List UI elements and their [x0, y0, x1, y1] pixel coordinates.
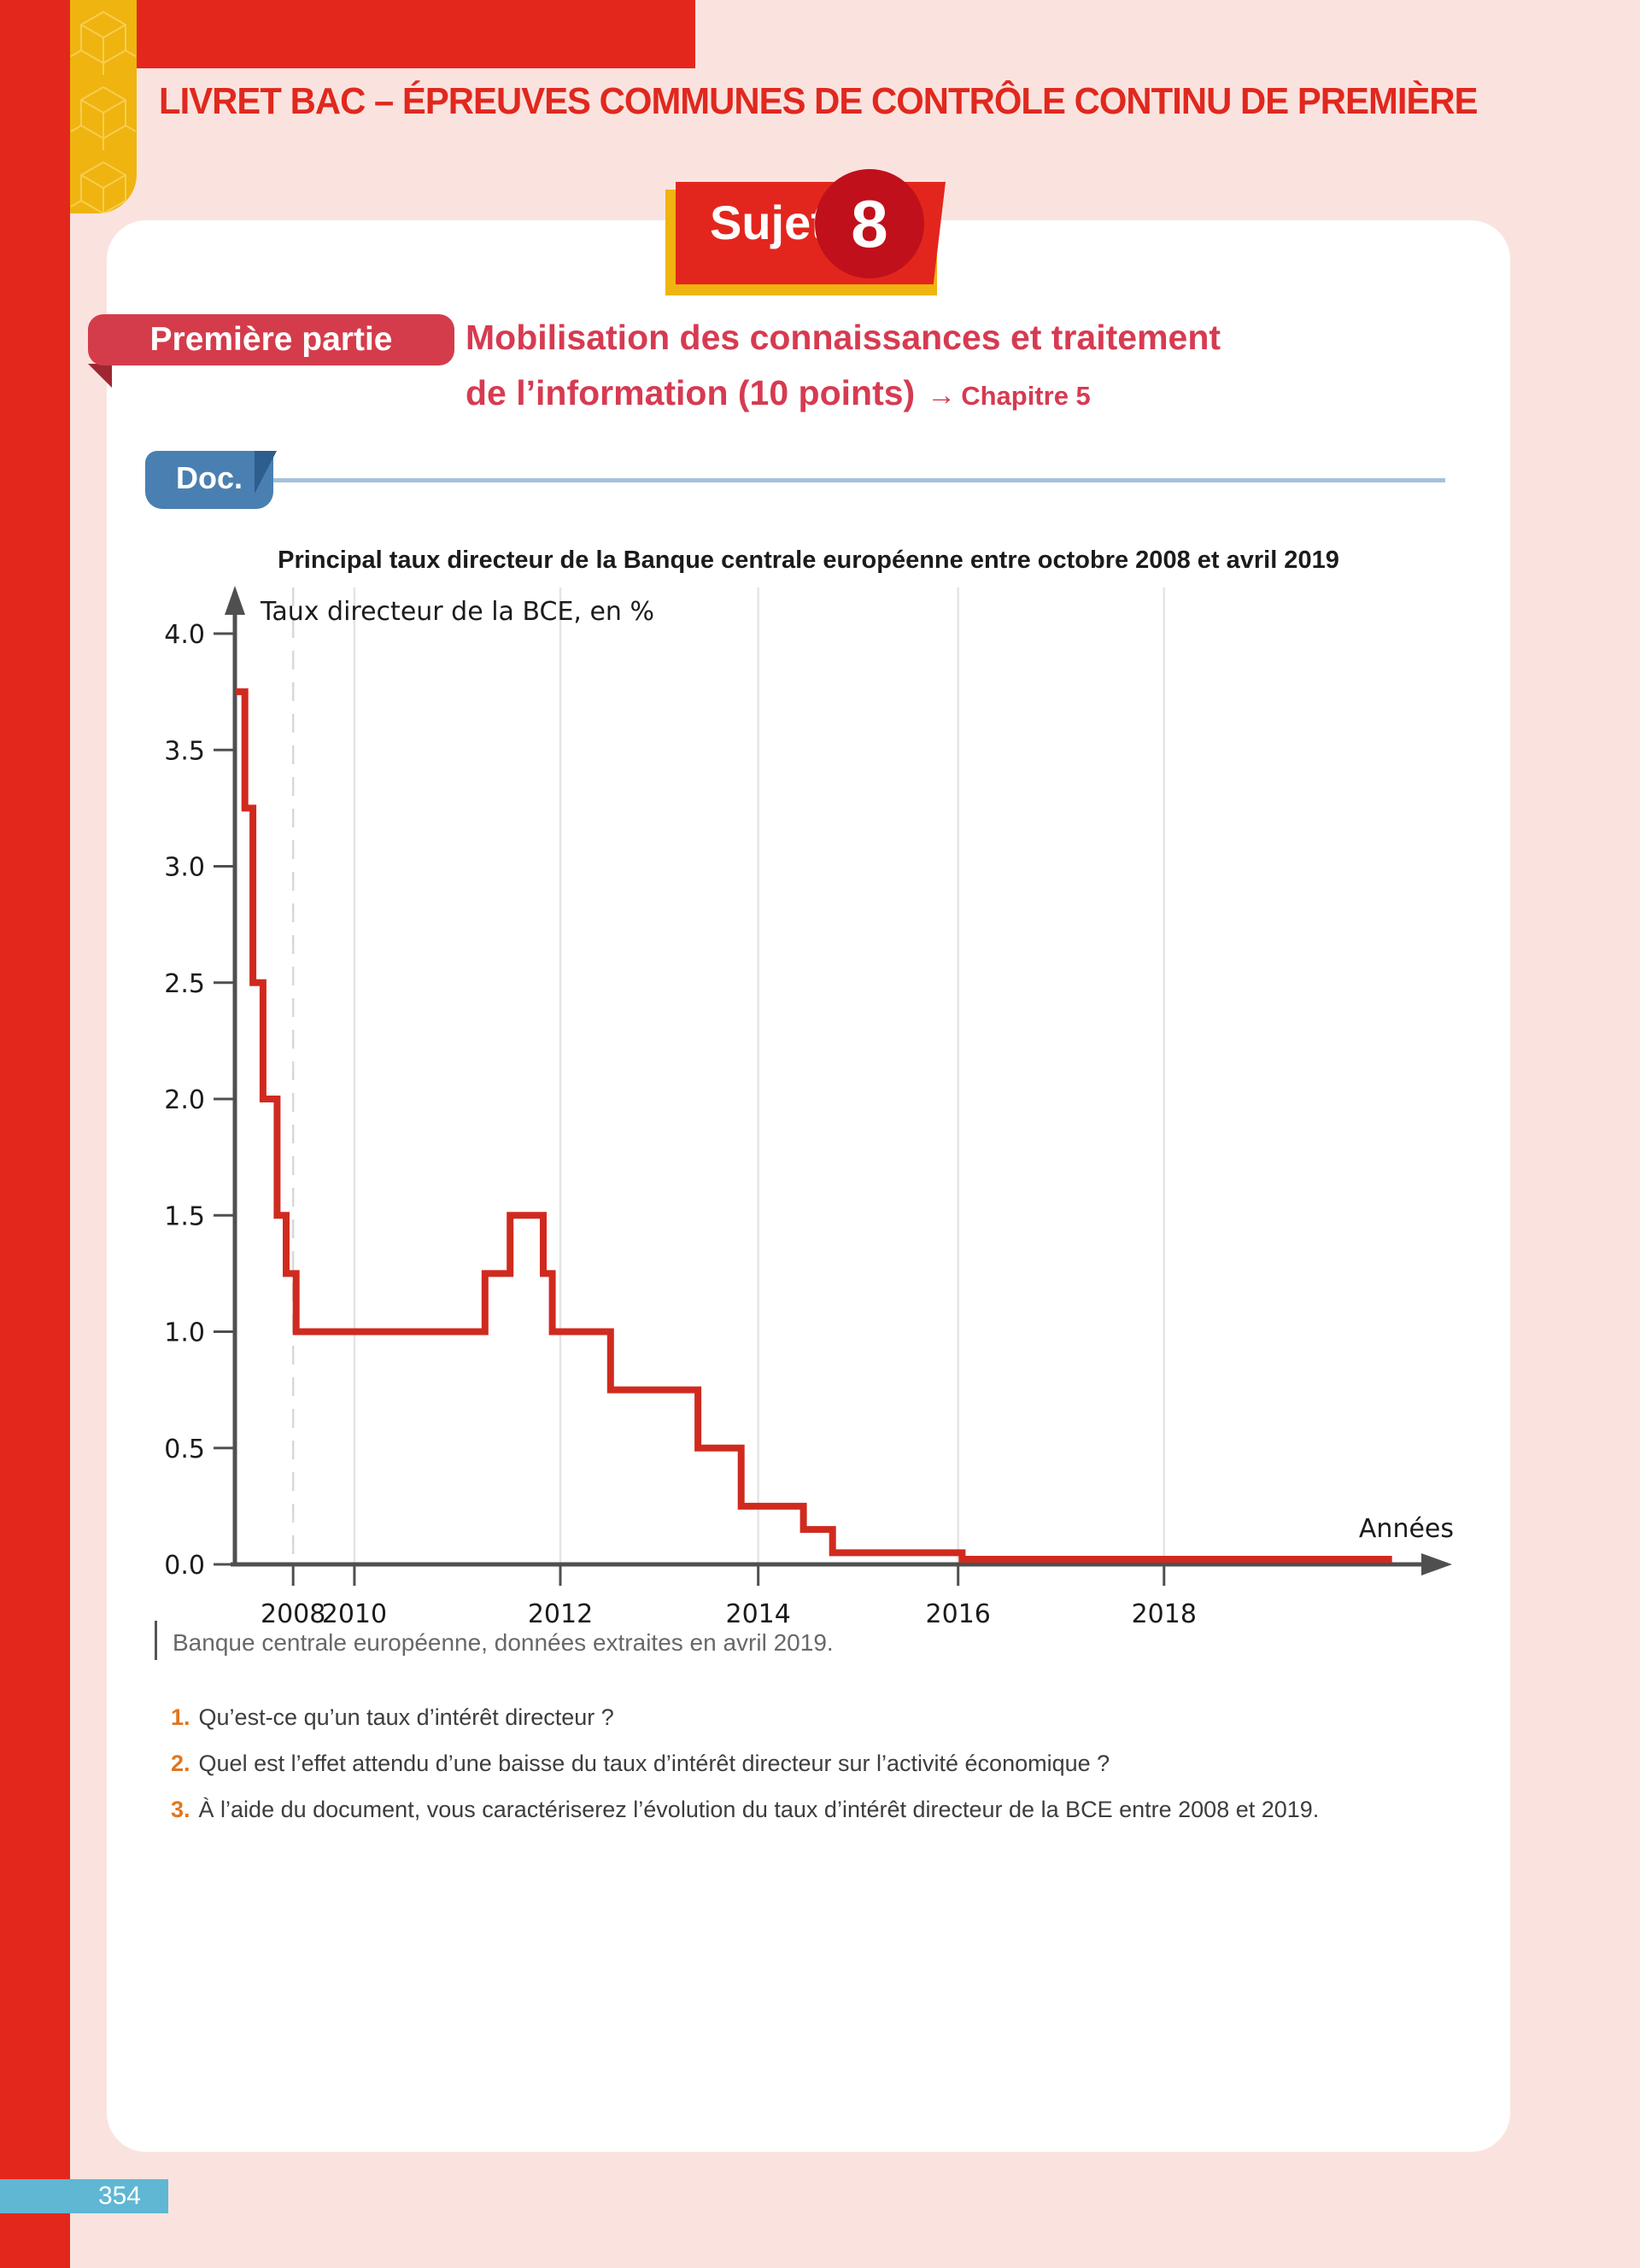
- x-tick-label-2016: 2016: [926, 1599, 991, 1629]
- page-number-band: 354: [0, 2179, 168, 2213]
- subject-number-circle: 8: [815, 169, 924, 278]
- question-3: 3. À l’aide du document, vous caractérise…: [171, 1793, 1478, 1826]
- y-tick-label-0.5: 0.5: [164, 1435, 205, 1464]
- y-tick-label-1.5: 1.5: [164, 1201, 205, 1231]
- page-header-title: LIVRET BAC – ÉPREUVES COMMUNES DE CONTRÔ…: [159, 80, 1479, 122]
- top-red-strip: [137, 0, 695, 68]
- yellow-hex-decoration: [70, 0, 137, 213]
- x-tick-label-2018: 2018: [1132, 1599, 1197, 1629]
- chapter-arrow-icon: →: [927, 379, 957, 412]
- question-1: 1. Qu’est-ce qu’un taux d’intérêt directe…: [171, 1701, 1478, 1733]
- x-axis-caption: Années: [1359, 1514, 1454, 1544]
- y-tick-label-0.0: 0.0: [164, 1551, 205, 1581]
- y-tick-label-3.5: 3.5: [164, 736, 205, 766]
- question-list: 1. Qu’est-ce qu’un taux d’intérêt directe…: [171, 1701, 1478, 1839]
- content-card: [107, 220, 1510, 2152]
- source-text: Banque centrale européenne, données extr…: [173, 1629, 834, 1656]
- question-1-number: 1.: [171, 1704, 190, 1730]
- question-3-text: À l’aide du document, vous caractérisere…: [198, 1797, 1320, 1822]
- x-tick-label-2012: 2012: [528, 1599, 593, 1629]
- y-tick-label-1.0: 1.0: [164, 1318, 205, 1348]
- subject-badge-label: Sujet: [710, 196, 827, 249]
- doc-tab: Doc.: [145, 451, 273, 509]
- question-3-number: 3.: [171, 1797, 190, 1822]
- part-banner: Première partie: [88, 314, 454, 365]
- part-title-line1: Mobilisation des connaissances et traite…: [466, 318, 1221, 357]
- x-axis-arrow-icon: [1421, 1553, 1452, 1575]
- hex-pattern-graphic: [70, 0, 137, 213]
- chart-title: Principal taux directeur de la Banque ce…: [278, 547, 1339, 574]
- y-axis-caption: Taux directeur de la BCE, en %: [260, 597, 654, 627]
- question-2-text: Quel est l’effet attendu d’une baisse du…: [198, 1751, 1110, 1776]
- y-tick-label-2.0: 2.0: [164, 1085, 205, 1115]
- subject-number: 8: [851, 185, 888, 261]
- y-tick-label-4.0: 4.0: [164, 620, 205, 650]
- part-banner-label: Première partie: [149, 321, 393, 358]
- page-number: 354: [97, 2182, 141, 2210]
- part-title-line2-text: de l’information (10 points): [466, 373, 916, 412]
- x-tick-label-2014: 2014: [725, 1599, 790, 1629]
- y-axis-arrow-icon: [225, 586, 245, 615]
- question-1-text: Qu’est-ce qu’un taux d’intérêt directeur…: [198, 1704, 614, 1730]
- left-red-sidebar: [0, 0, 70, 2268]
- doc-tab-label: Doc.: [175, 460, 243, 495]
- x-tick-label-2008: 2008: [261, 1599, 325, 1629]
- chapter-reference: Chapitre 5: [961, 381, 1091, 411]
- doc-rule-line: [273, 478, 1445, 482]
- x-tick-label-2010: 2010: [322, 1599, 387, 1629]
- source-vertical-bar: [155, 1621, 157, 1660]
- y-tick-label-2.5: 2.5: [164, 969, 205, 999]
- y-tick-label-3.0: 3.0: [164, 853, 205, 883]
- part-title-line2: de l’information (10 points) → Chapitre 5: [466, 373, 1091, 413]
- question-2: 2. Quel est l’effet attendu d’une baisse …: [171, 1747, 1478, 1780]
- question-2-number: 2.: [171, 1751, 190, 1776]
- rate-step-line: [236, 688, 1392, 1563]
